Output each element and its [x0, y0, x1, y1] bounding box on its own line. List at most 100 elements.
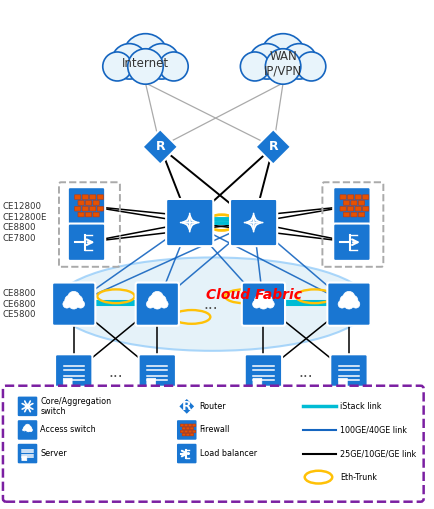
FancyBboxPatch shape	[136, 282, 179, 326]
Text: R: R	[182, 400, 191, 413]
FancyBboxPatch shape	[147, 378, 156, 386]
Polygon shape	[142, 129, 178, 164]
FancyBboxPatch shape	[333, 223, 371, 261]
FancyBboxPatch shape	[242, 282, 285, 326]
Circle shape	[152, 299, 162, 309]
Circle shape	[25, 424, 30, 430]
Text: Firewall: Firewall	[200, 426, 230, 435]
FancyBboxPatch shape	[17, 443, 38, 464]
FancyBboxPatch shape	[351, 201, 357, 205]
Text: Server: Server	[40, 449, 67, 458]
FancyBboxPatch shape	[181, 424, 184, 427]
FancyBboxPatch shape	[90, 207, 96, 211]
Circle shape	[128, 49, 163, 84]
FancyBboxPatch shape	[355, 207, 361, 211]
Circle shape	[297, 52, 326, 81]
FancyBboxPatch shape	[190, 433, 194, 436]
FancyBboxPatch shape	[90, 195, 96, 200]
FancyBboxPatch shape	[78, 201, 84, 205]
Text: Load balancer: Load balancer	[200, 449, 256, 458]
FancyBboxPatch shape	[358, 212, 365, 217]
Circle shape	[27, 426, 32, 431]
Text: Core/Aggregation
switch: Core/Aggregation switch	[40, 397, 112, 416]
Circle shape	[249, 44, 285, 79]
FancyBboxPatch shape	[182, 427, 186, 430]
FancyBboxPatch shape	[97, 207, 103, 211]
FancyBboxPatch shape	[52, 282, 95, 326]
Circle shape	[352, 300, 360, 308]
Circle shape	[257, 291, 270, 303]
FancyBboxPatch shape	[351, 212, 357, 217]
FancyBboxPatch shape	[348, 207, 354, 211]
FancyBboxPatch shape	[192, 430, 196, 433]
Ellipse shape	[55, 258, 370, 351]
FancyBboxPatch shape	[17, 395, 38, 417]
Circle shape	[240, 52, 270, 81]
Circle shape	[123, 34, 168, 79]
Text: ...: ...	[203, 297, 218, 312]
FancyBboxPatch shape	[82, 207, 89, 211]
FancyBboxPatch shape	[166, 199, 213, 246]
FancyBboxPatch shape	[190, 427, 194, 430]
FancyBboxPatch shape	[358, 201, 365, 205]
FancyBboxPatch shape	[188, 424, 192, 427]
Circle shape	[259, 299, 268, 309]
Circle shape	[25, 428, 30, 432]
FancyBboxPatch shape	[111, 66, 180, 75]
Circle shape	[112, 44, 147, 79]
FancyBboxPatch shape	[85, 201, 92, 205]
FancyBboxPatch shape	[68, 187, 105, 224]
FancyBboxPatch shape	[355, 195, 361, 200]
FancyBboxPatch shape	[176, 443, 197, 464]
FancyBboxPatch shape	[340, 195, 346, 200]
Circle shape	[156, 295, 166, 305]
Text: Cloud Fabric: Cloud Fabric	[206, 288, 302, 302]
Circle shape	[265, 49, 301, 84]
Circle shape	[159, 52, 188, 81]
FancyBboxPatch shape	[348, 195, 354, 200]
Circle shape	[344, 299, 354, 309]
FancyBboxPatch shape	[176, 419, 197, 441]
Circle shape	[63, 300, 71, 308]
FancyBboxPatch shape	[93, 201, 99, 205]
FancyBboxPatch shape	[188, 430, 192, 433]
Circle shape	[253, 300, 260, 308]
Circle shape	[263, 295, 272, 305]
FancyBboxPatch shape	[245, 354, 282, 391]
Circle shape	[266, 300, 274, 308]
FancyBboxPatch shape	[253, 378, 262, 386]
FancyBboxPatch shape	[85, 212, 92, 217]
Text: Router: Router	[200, 402, 226, 411]
Text: CE12800
CE12800E
CE8800
CE7800: CE12800 CE12800E CE8800 CE7800	[3, 203, 47, 243]
Circle shape	[282, 44, 317, 79]
FancyBboxPatch shape	[82, 195, 89, 200]
FancyBboxPatch shape	[75, 207, 81, 211]
FancyBboxPatch shape	[230, 199, 277, 246]
Circle shape	[68, 291, 79, 303]
Circle shape	[160, 300, 168, 308]
Circle shape	[146, 300, 155, 308]
Circle shape	[103, 52, 132, 81]
Text: CE8800
CE6800
CE5800: CE8800 CE6800 CE5800	[3, 289, 36, 319]
FancyBboxPatch shape	[330, 354, 368, 391]
FancyBboxPatch shape	[362, 207, 369, 211]
Text: R: R	[269, 140, 278, 153]
Circle shape	[338, 300, 346, 308]
FancyBboxPatch shape	[362, 195, 369, 200]
FancyBboxPatch shape	[186, 427, 190, 430]
FancyBboxPatch shape	[182, 433, 186, 436]
Text: WAN
IP/VPN: WAN IP/VPN	[264, 50, 302, 78]
Circle shape	[151, 291, 163, 303]
Text: Internet: Internet	[122, 58, 169, 70]
FancyBboxPatch shape	[327, 282, 371, 326]
Text: Access switch: Access switch	[40, 426, 96, 435]
FancyBboxPatch shape	[93, 212, 99, 217]
FancyBboxPatch shape	[186, 433, 190, 436]
FancyBboxPatch shape	[184, 424, 188, 427]
FancyBboxPatch shape	[3, 386, 424, 502]
Circle shape	[260, 34, 306, 79]
Circle shape	[69, 299, 79, 309]
FancyBboxPatch shape	[68, 223, 105, 261]
Text: iStack link: iStack link	[340, 402, 381, 411]
FancyBboxPatch shape	[55, 354, 92, 391]
